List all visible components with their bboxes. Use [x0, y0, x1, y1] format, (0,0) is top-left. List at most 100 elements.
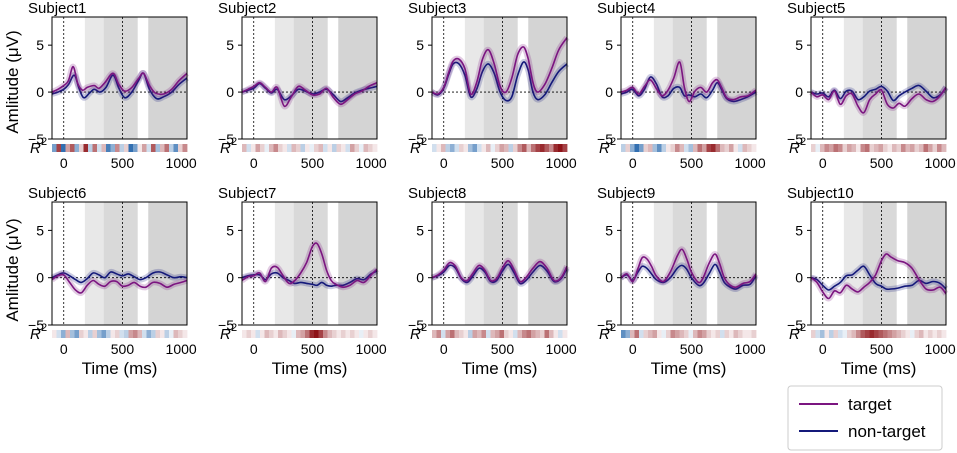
r2-cell	[432, 330, 437, 338]
nontarget-trace	[620, 263, 757, 290]
r2-cell	[463, 330, 469, 338]
shaded-window-1	[274, 17, 294, 139]
r2-cell	[164, 144, 170, 152]
r2-cell	[124, 330, 129, 338]
r2-cell	[332, 144, 337, 152]
y-tick-label: −5	[597, 317, 613, 333]
r2-cell	[52, 330, 57, 338]
r2-label-sup: 2	[421, 136, 427, 148]
shaded-window-1	[653, 17, 673, 139]
r2-cell	[155, 330, 161, 338]
r2-cell	[495, 330, 500, 338]
nontarget-trace	[431, 263, 568, 285]
panel-subject-1: −5 0 5 Subject1 R 2 0 500 1000	[28, 0, 197, 171]
r2-cell	[729, 330, 734, 338]
r2-cell	[128, 144, 134, 152]
target-trace	[241, 242, 378, 289]
x-tick-label: 500	[870, 155, 894, 171]
r2-cell	[856, 330, 861, 338]
shaded-window-1	[464, 202, 484, 325]
shaded-window-3	[528, 202, 567, 325]
r2-cell	[445, 144, 451, 152]
r2-cell	[106, 144, 111, 152]
r2-cell	[273, 144, 279, 152]
r2-cell	[468, 330, 473, 338]
r2-cell	[865, 330, 870, 338]
r2-cell	[738, 144, 743, 152]
r2-cell	[892, 330, 897, 338]
subject-title: Subject1	[28, 0, 86, 17]
r2-cell	[910, 144, 915, 152]
r2-cell	[630, 144, 635, 152]
r2-label-sup: 2	[610, 136, 616, 148]
r2-cell	[336, 144, 342, 152]
subject-title: Subject4	[597, 0, 655, 17]
r2-cell	[182, 144, 188, 152]
r2-cell	[688, 144, 694, 152]
r2-cell	[119, 330, 125, 338]
nontarget-trace	[51, 72, 188, 100]
r2-cell	[661, 144, 667, 152]
r2-cell	[847, 144, 852, 152]
r2-cell	[255, 144, 261, 152]
y-tick-label: 5	[605, 37, 613, 53]
y-tick-label: −5	[787, 131, 803, 147]
r2-cell	[251, 330, 256, 338]
x-tick-label: 1000	[546, 155, 577, 171]
r2-cell	[860, 330, 866, 338]
r2-cell	[901, 330, 906, 338]
r2-cell	[251, 144, 256, 152]
r2-cell	[246, 144, 252, 152]
r2-cell	[869, 330, 875, 338]
r2-cell	[79, 330, 84, 338]
r2-cell	[115, 330, 120, 338]
r2-cell	[883, 330, 888, 338]
r2-cell	[182, 330, 188, 338]
y-axis-label-row2: Amlitude (μV)	[3, 218, 22, 321]
r2-cell	[363, 144, 369, 152]
r2-cell	[639, 330, 644, 338]
r2-cell	[504, 144, 509, 152]
shaded-window-1	[464, 17, 484, 139]
r2-cell	[314, 144, 319, 152]
r2-label: R	[599, 140, 610, 157]
x-tick-label: 500	[870, 341, 894, 357]
subject-title: Subject2	[218, 0, 276, 17]
r2-cell	[300, 144, 306, 152]
r2-label: R	[789, 326, 800, 343]
r2-cell	[679, 144, 685, 152]
x-tick-label: 1000	[735, 341, 766, 357]
r2-cell	[459, 144, 464, 152]
r2-cell	[887, 144, 893, 152]
r2-cell	[282, 144, 288, 152]
legend-nontarget-label: non-target	[848, 422, 926, 441]
r2-label: R	[220, 140, 231, 157]
r2-cell	[260, 330, 265, 338]
x-tick-label: 500	[680, 155, 704, 171]
r2-cell	[151, 330, 156, 338]
r2-cell	[747, 330, 752, 338]
r2-cell	[137, 144, 143, 152]
r2-cell	[630, 330, 635, 338]
x-tick-label: 1000	[356, 155, 387, 171]
r2-cell	[110, 330, 116, 338]
r2-cell	[359, 330, 364, 338]
x-tick-label: 0	[250, 155, 258, 171]
r2-cell	[851, 330, 857, 338]
r2-cell	[648, 144, 653, 152]
r2-cell	[101, 330, 107, 338]
r2-cell	[684, 144, 689, 152]
r2-cell	[923, 330, 929, 338]
r2-label: R	[30, 326, 41, 343]
r2-cell	[264, 330, 270, 338]
legend-target-label: target	[848, 395, 892, 414]
r2-cell	[70, 144, 75, 152]
axes-frame	[620, 16, 757, 140]
r2-cell	[666, 330, 671, 338]
legend: target non-target	[787, 385, 943, 451]
subject-title: Subject5	[787, 0, 845, 17]
r2-cell	[711, 144, 716, 152]
x-tick-label: 500	[301, 155, 325, 171]
r2-cell	[688, 330, 694, 338]
